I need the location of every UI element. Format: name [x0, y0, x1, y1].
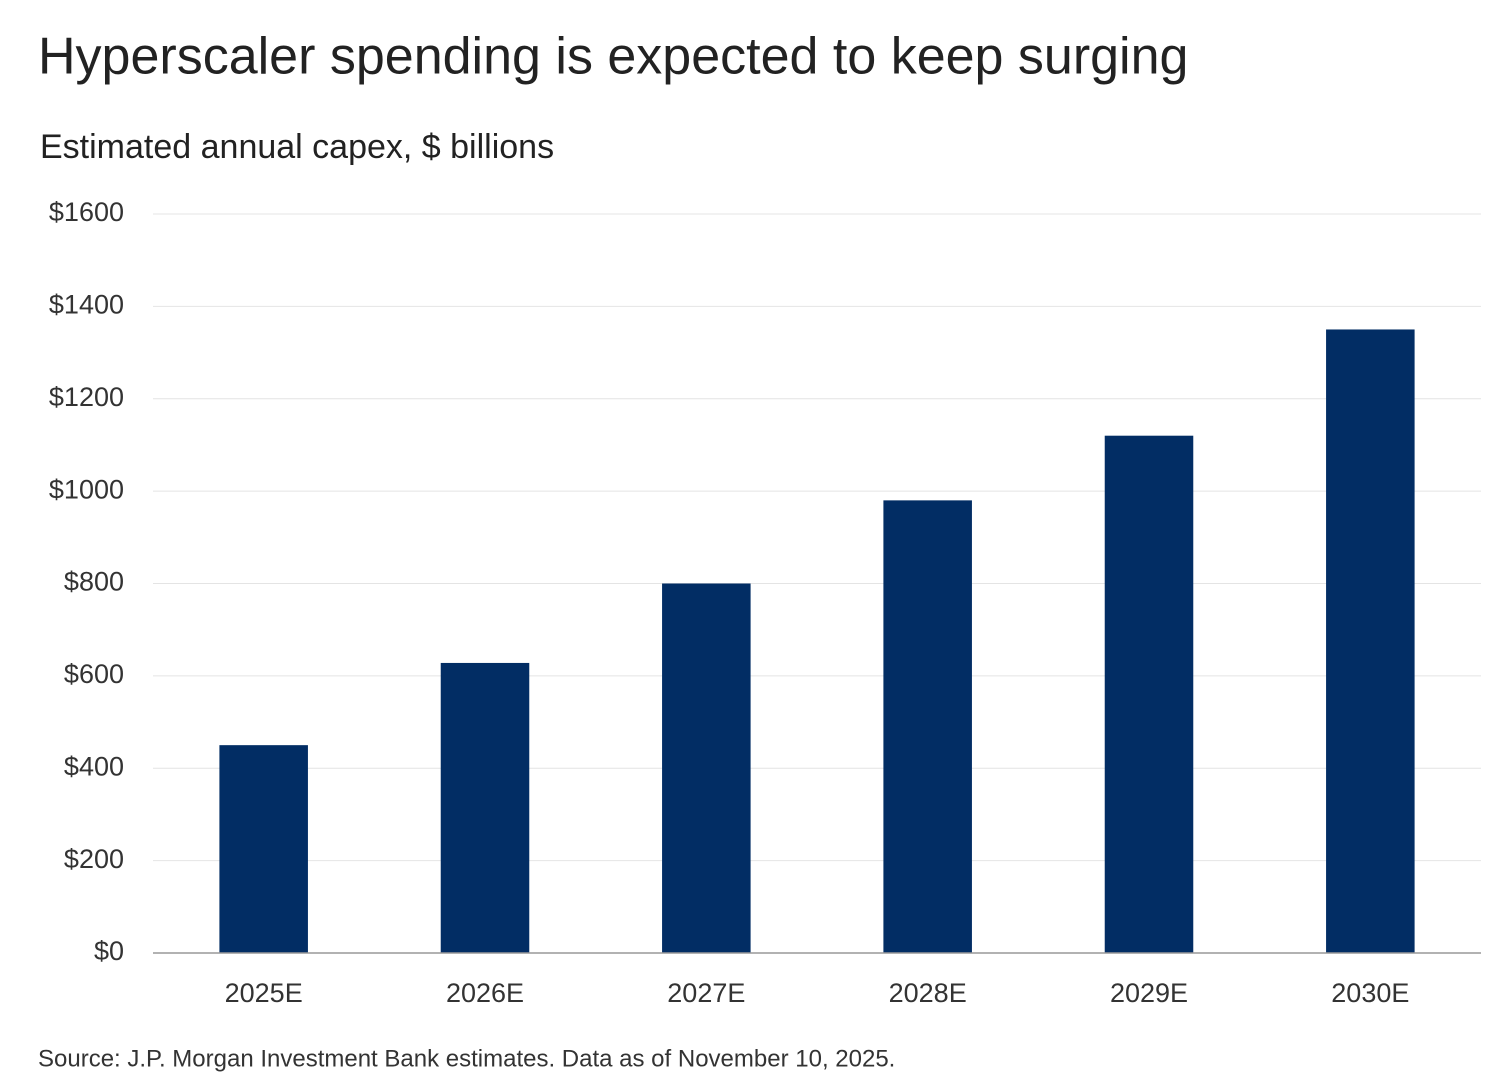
y-tick-label: $1000 — [49, 474, 124, 504]
source-note: Source: J.P. Morgan Investment Bank esti… — [38, 1045, 895, 1072]
y-tick-label: $200 — [64, 844, 124, 874]
bar — [440, 662, 530, 953]
chart-subtitle: Estimated annual capex, $ billions — [40, 128, 554, 166]
y-tick-label: $800 — [64, 567, 124, 597]
y-tick-label: $1200 — [49, 382, 124, 412]
y-tick-label: $1600 — [49, 197, 124, 227]
x-tick-label: 2029E — [1110, 978, 1188, 1008]
y-tick-label: $400 — [64, 751, 124, 781]
bar — [1326, 329, 1415, 953]
x-tick-label: 2026E — [446, 978, 524, 1008]
bar — [219, 745, 308, 953]
chart-title: Hyperscaler spending is expected to keep… — [38, 28, 1188, 86]
x-tick-label: 2028E — [889, 978, 967, 1008]
x-tick-label: 2030E — [1331, 978, 1409, 1008]
y-tick-label: $1400 — [49, 290, 124, 320]
y-tick-label: $600 — [64, 659, 124, 689]
x-tick-label: 2025E — [225, 978, 303, 1008]
bar — [662, 583, 751, 953]
bar — [883, 500, 972, 953]
y-tick-label: $0 — [94, 936, 124, 966]
x-tick-label: 2027E — [667, 978, 745, 1008]
bar — [1104, 435, 1194, 953]
